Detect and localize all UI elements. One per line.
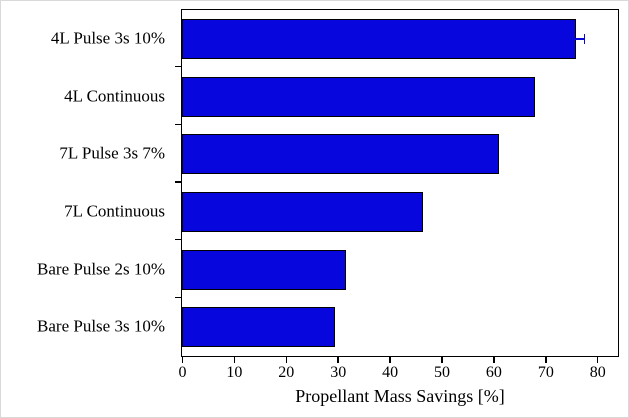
x-axis-tick-labels: 0 10 20 30 40 50 60 70 80 [179, 364, 618, 384]
x-axis-tick-label: 40 [382, 364, 399, 381]
y-axis-tick [175, 123, 181, 126]
category-label: 4L Pulse 3s 10% [50, 28, 165, 48]
y-axis-tick [175, 296, 181, 299]
category-label: Bare Pulse 2s 10% [37, 259, 165, 278]
x-axis-ticks [181, 357, 618, 365]
x-axis-tick-label: 30 [330, 364, 347, 381]
bar [182, 191, 424, 232]
bar [182, 134, 499, 175]
x-axis-tick-label: 80 [589, 364, 606, 381]
x-axis-tick [285, 357, 288, 363]
x-axis-tick [441, 357, 443, 363]
x-axis-tick [389, 357, 391, 363]
bar [182, 76, 535, 117]
y-axis-tick [175, 65, 181, 68]
bar [182, 307, 336, 348]
plot-area [181, 9, 619, 357]
x-axis-tick [596, 357, 599, 363]
x-axis-tick [337, 357, 339, 363]
y-axis-tick [175, 181, 181, 183]
category-label: 4L Continuous [64, 86, 165, 105]
error-bar [568, 38, 585, 40]
x-axis-title: Propellant Mass Savings [%] [295, 386, 505, 406]
x-axis-tick-label: 0 [178, 364, 187, 381]
x-axis-tick-label: 20 [278, 364, 295, 381]
bar [182, 18, 577, 59]
category-labels: 4L Pulse 3s 10% 4L Continuous 7L Pulse 3s … [1, 9, 173, 357]
x-axis-tick-label: 50 [434, 364, 451, 381]
y-axis-ticks [175, 9, 181, 357]
y-axis-tick [175, 238, 181, 241]
x-axis-tick [493, 357, 495, 363]
category-label: 7L Pulse 3s 7% [59, 143, 165, 163]
x-axis-tick [181, 357, 184, 363]
x-axis-tick [233, 357, 236, 363]
category-label: 7L Continuous [64, 201, 165, 221]
x-axis-tick-label: 10 [226, 364, 243, 381]
error-bar-cap [567, 33, 570, 44]
error-bar-cap [583, 33, 585, 44]
x-axis-tick-label: 70 [537, 364, 554, 381]
category-label: Bare Pulse 3s 10% [37, 316, 165, 336]
x-axis-tick [545, 357, 547, 363]
bar [182, 249, 346, 290]
x-axis-tick-label: 60 [485, 364, 502, 381]
